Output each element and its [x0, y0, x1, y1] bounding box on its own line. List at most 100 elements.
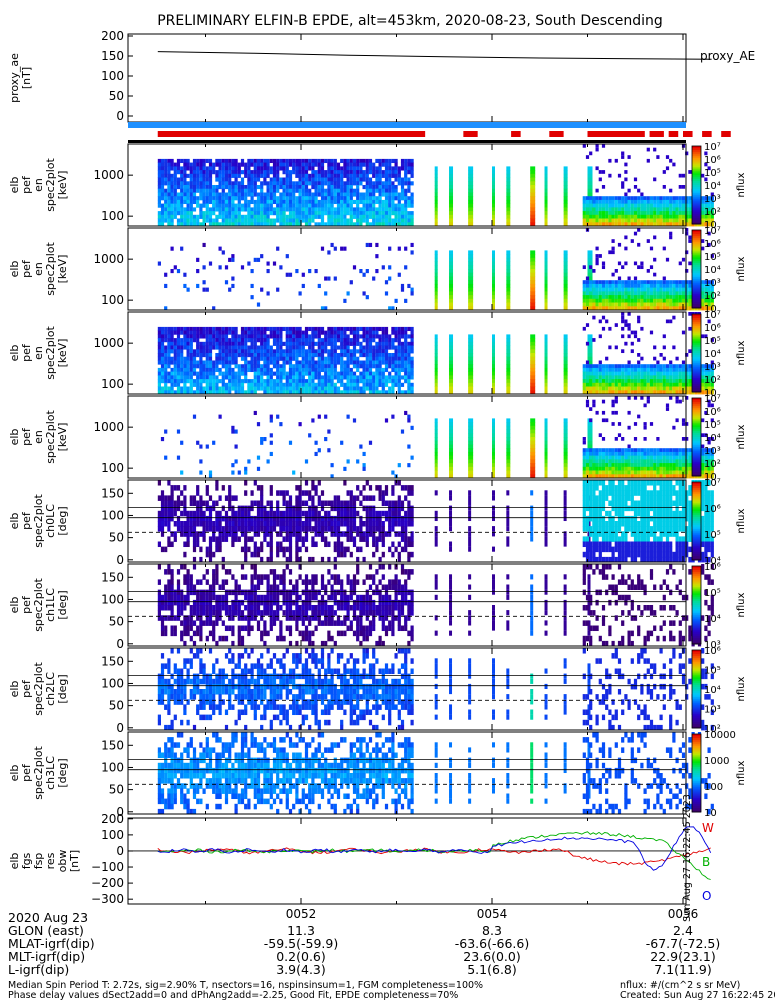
en1-cell: [352, 170, 357, 175]
en1-cell: [240, 222, 245, 227]
en3-cell: [365, 379, 369, 384]
en1-cell: [237, 173, 241, 178]
en2-cell: [449, 276, 454, 281]
en4-cell: [587, 422, 593, 427]
en3-cell: [215, 326, 219, 332]
en4-cell: [544, 474, 548, 479]
en1-cell: [263, 211, 267, 216]
en2-cell: [633, 283, 638, 289]
en3-cell: [164, 375, 168, 380]
en3-cell: [247, 360, 251, 365]
en2-cell: [614, 269, 618, 273]
en2-cell: [468, 265, 474, 270]
en2-cell: [662, 276, 666, 281]
en1-cell: [449, 211, 454, 216]
en2-cell: [688, 291, 692, 296]
en3-cell: [384, 375, 389, 380]
en2-cell: [707, 280, 711, 285]
en4-cell: [601, 466, 606, 471]
en3-cell: [665, 319, 670, 324]
en1-cell: [675, 199, 679, 205]
en1-cell: [186, 162, 190, 167]
en1-cell: [205, 199, 209, 205]
en3-cell: [492, 364, 495, 369]
en1-cell: [688, 196, 692, 201]
en4-cell: [391, 470, 395, 475]
en3-cell: [701, 367, 705, 373]
en4-cell: [434, 425, 438, 430]
en3-cell: [253, 345, 257, 350]
en3-cell: [234, 334, 238, 339]
en1-cell: [372, 181, 376, 186]
en2-cell: [646, 291, 650, 296]
en1-cell: [340, 196, 344, 201]
en3-ylabel-line: en: [32, 346, 45, 360]
en4-cell: [633, 455, 638, 460]
en3-cell: [704, 367, 708, 373]
en3-cell: [183, 367, 187, 373]
en3-cell: [276, 367, 280, 373]
en1-cell: [627, 203, 631, 208]
en1-cell: [317, 170, 321, 175]
en1-cell: [340, 203, 344, 208]
en3-cell: [221, 345, 225, 350]
en4-cell: [592, 474, 596, 479]
en3-cell: [530, 334, 536, 339]
en3-cell: [378, 364, 382, 369]
en1-cell: [202, 173, 206, 178]
en3-cell: [288, 390, 293, 395]
en4-cell: [601, 437, 606, 441]
en3-cell: [669, 382, 673, 387]
en3-cell: [346, 379, 350, 384]
en3-cell: [630, 375, 634, 380]
en1-cell: [356, 158, 360, 164]
en3-cell: [333, 364, 337, 369]
en2-cell: [688, 298, 692, 303]
en3-cell: [582, 367, 586, 373]
en2-cell: [617, 287, 622, 292]
en3-cell: [250, 326, 254, 332]
en4-cell: [624, 448, 628, 453]
en1-cell: [327, 173, 331, 178]
en1-cell: [381, 199, 385, 205]
en1-cell: [311, 173, 315, 178]
en3-cell: [317, 367, 321, 373]
en3-cell: [160, 356, 165, 361]
en4-cell: [627, 474, 631, 479]
en2-cell: [506, 298, 511, 303]
en1-cell: [218, 177, 222, 182]
en3-cell: [601, 390, 606, 395]
en3-cell: [675, 390, 679, 395]
en1-cell: [643, 203, 647, 208]
en1-cell: [582, 214, 586, 219]
en3-cell: [173, 364, 177, 369]
en3-cell: [681, 371, 686, 376]
en2-cell: [449, 250, 454, 255]
en3-cell: [378, 371, 382, 376]
en1-cell: [646, 203, 650, 208]
en3-cell: [231, 338, 235, 343]
en3-cell: [372, 382, 376, 387]
en4-cell: [530, 422, 536, 427]
en1-cell: [595, 199, 599, 205]
en2-cell: [595, 261, 599, 266]
en1-cell: [349, 162, 353, 167]
en3-cell: [614, 345, 618, 350]
en3-cell: [266, 390, 270, 395]
en1-cell: [563, 170, 568, 175]
en3-cell: [157, 356, 161, 361]
en1-cell: [170, 211, 174, 216]
en3-cell: [343, 382, 347, 387]
en3-cell: [285, 356, 289, 361]
en4-cell: [434, 448, 438, 453]
en1-cell: [269, 211, 273, 216]
en1-cell: [247, 158, 251, 164]
en1-cell: [624, 162, 628, 167]
en1-cell: [330, 199, 334, 205]
en3-cell: [263, 390, 267, 395]
en1-cell: [295, 188, 299, 193]
zone-bar-red: [157, 131, 426, 137]
en3-ylabel-line: spec2plot: [44, 326, 57, 380]
en3-cell: [170, 375, 174, 380]
en1-cell: [253, 203, 257, 208]
